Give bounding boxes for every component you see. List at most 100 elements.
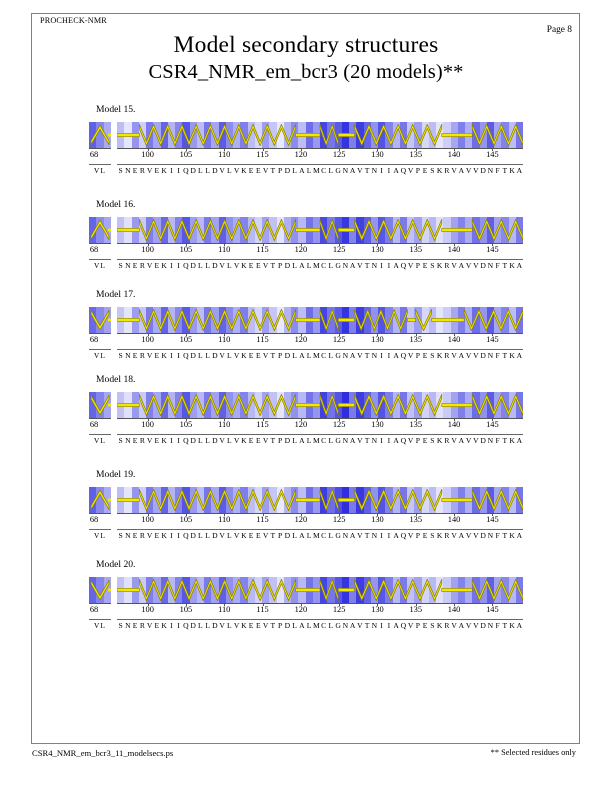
residue-letter: S [118,436,123,445]
residue-letter: L [205,351,210,360]
residue-letter: K [161,261,167,270]
residue-letter: A [458,531,465,540]
model-panel: Model 17. 68 100 105 110 115 120 125 130 135 140 14… [0,289,612,375]
shade-column [269,392,278,418]
residue-letter: A [458,351,465,360]
residue-letter: E [248,351,254,360]
shade-column [89,217,97,243]
shade-column [225,392,234,418]
axis-tick-label: 115 [256,605,269,614]
residue-letter: T [270,531,276,540]
axis-tick-label: 120 [294,335,308,344]
residue-letter: T [364,261,370,270]
shade-column [399,392,408,418]
residue-letter: N [342,531,349,540]
residue-letter: V [219,531,225,540]
axis-tick-label: 115 [256,150,269,159]
residue-letter: Q [400,436,407,445]
shade-column [247,392,256,418]
axis-tick [377,148,379,151]
residue-letter: I [380,436,383,445]
residue-axis: 68 100 105 110 115 120 125 130 135 140 145 [0,243,612,257]
residue-letter: R [139,261,145,270]
shade-column [291,392,299,418]
residue-letter: M [312,531,320,540]
shade-column [291,307,299,333]
residue-letter: E [154,531,160,540]
axis-tick-label: 125 [332,420,346,429]
shade-column [262,577,270,603]
residue-letter: R [444,531,450,540]
residue-letter: I [177,531,180,540]
sequence-row: VL S N E R V E K I I Q D L L D V L V K E E V T P D L A L MC L G N A V T N I I… [0,164,612,180]
axis-tick [339,418,341,421]
sequence-rule [89,259,111,260]
residue-letter: V [473,261,479,270]
shade-column [378,122,386,148]
residue-letter: E [154,351,160,360]
residue-letter: D [480,261,486,270]
sequence-row: VL S N E R V E K I I Q D L L D V L V K E E V T P D L A L MC L G N A V T N I I… [0,259,612,275]
residue-letter: E [248,531,254,540]
residue-letter: K [161,531,167,540]
shade-column [96,217,105,243]
residue-letter: D [480,166,486,175]
shade-column [385,122,394,148]
residue-letter: F [495,531,500,540]
structure-band-main-segment [117,122,523,148]
axis-tick [224,333,226,336]
axis-tick [147,243,149,246]
residue-letter: E [132,351,138,360]
shade-column [225,487,234,513]
residue-letter: N [487,166,494,175]
residue-letter: N [371,621,378,630]
axis-label-start: 68 [89,420,99,429]
shade-column [428,122,437,148]
residue-letter: L [198,436,203,445]
shade-column [254,307,263,333]
residue-letter: A [349,531,356,540]
shade-column [89,307,97,333]
residue-letter: I [177,166,180,175]
axis-tick [454,148,456,151]
residue-letter: M [312,351,320,360]
residue-letter: N [125,436,131,445]
sequence-row: VL S N E R V E K I I Q D L L D V L V K E E V T P D L A L MC L G N A V T N I I… [0,349,612,365]
shade-column [407,577,415,603]
model-label: Model 16. [96,199,136,210]
shade-column [218,392,227,418]
axis-tick [185,513,187,516]
axis-tick [415,148,417,151]
residue-letter: E [256,436,261,445]
shade-column [421,217,430,243]
residue-letter: K [509,166,515,175]
shade-column [240,217,249,243]
residue-letter: C [321,436,327,445]
shade-column [399,487,408,513]
residue-letter: L [328,436,334,445]
residue-letter: K [509,621,515,630]
axis-tick [377,333,379,336]
residue-letter: Q [400,166,407,175]
axis-tick-label: 105 [179,335,193,344]
sequence-main-letters: S N E R V E K I I Q D L L D V L V K E E V T P D L A L MC L G N A V T N I I A Q… [117,436,523,445]
axis-tick [147,418,149,421]
residue-letter: D [284,261,291,270]
residue-letter: V [407,351,414,360]
residue-letter: V [262,351,269,360]
residue-letter: V [407,531,414,540]
shade-column [414,577,423,603]
shade-column [327,307,336,333]
residue-letter: I [380,166,383,175]
axis-tick [224,418,226,421]
shade-column [283,307,292,333]
residue-letter: K [241,436,247,445]
residue-letter: R [139,351,145,360]
residue-letter: K [436,436,443,445]
axis-tick-label: 135 [409,245,423,254]
axis-tick-label: 100 [141,245,154,254]
shade-column [225,122,234,148]
axis-tick-label: 125 [332,245,346,254]
shade-column [378,392,386,418]
shade-column [385,307,394,333]
